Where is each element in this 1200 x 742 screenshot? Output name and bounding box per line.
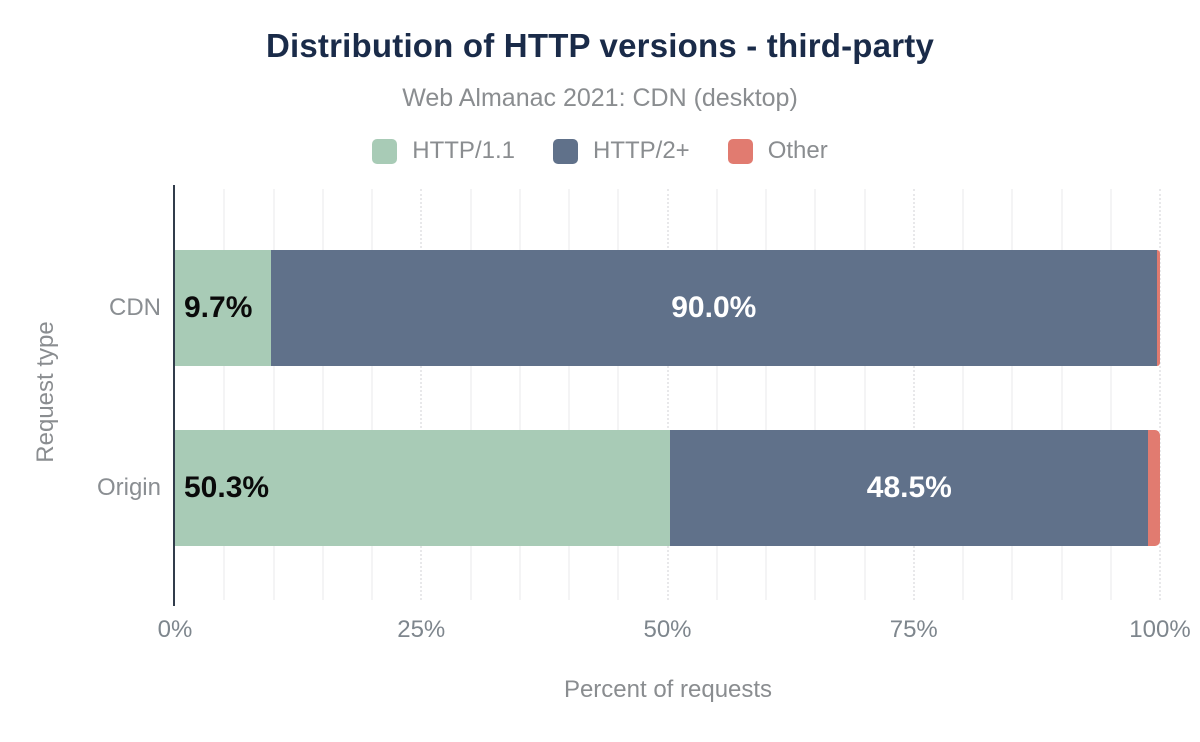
x-tick-label: 100%	[1129, 616, 1191, 643]
legend-label-other: Other	[767, 137, 828, 164]
plot-area: 9.7% 90.0% CDN 50.3% 48.5% Origin 0% 25% 50% 75% 1…	[97, 185, 1191, 643]
gridline	[617, 189, 620, 600]
gridline	[223, 189, 226, 600]
bar-value-label: 9.7%	[184, 291, 253, 324]
gridline	[715, 189, 718, 600]
gridline	[321, 189, 324, 600]
chart-subtitle: Web Almanac 2021: CDN (desktop)	[402, 84, 798, 112]
x-tick-label: 75%	[889, 616, 938, 643]
legend-item-http2plus: HTTP/2+	[552, 137, 690, 165]
gridline	[765, 189, 767, 600]
gridline	[518, 189, 521, 600]
x-tick-label: 0%	[157, 616, 193, 643]
x-tick-label: 25%	[397, 616, 446, 643]
legend-label-http11: HTTP/1.1	[412, 137, 515, 164]
bar-segment-http11: 50.3%	[175, 430, 671, 546]
y-axis-line	[173, 185, 175, 606]
bar-row-cdn: 9.7% 90.0%	[175, 250, 1160, 366]
gridline	[863, 189, 866, 600]
legend-swatch-http2plus-icon	[552, 138, 578, 164]
y-tick-label-cdn: CDN	[109, 294, 161, 321]
bar-segment-http2: 90.0%	[270, 250, 1158, 366]
gridline	[1060, 189, 1063, 600]
legend-item-http11: HTTP/1.1	[372, 137, 515, 165]
bar-segment-other	[1157, 250, 1160, 366]
legend-swatch-http11-icon	[372, 138, 398, 164]
legend-label-http2plus: HTTP/2+	[592, 137, 690, 164]
bar-value-label: 48.5%	[866, 471, 952, 504]
legend-item-other: Other	[727, 137, 828, 165]
y-tick-label-origin: Origin	[96, 474, 161, 501]
gridline	[912, 189, 915, 600]
gridline	[814, 189, 817, 600]
x-axis-title: Percent of requests	[563, 676, 773, 703]
gridline	[962, 189, 964, 600]
chart-title: Distribution of HTTP versions - third-pa…	[265, 27, 935, 64]
gridline	[371, 189, 373, 600]
gridline	[666, 189, 669, 600]
gridline	[568, 189, 570, 600]
legend: HTTP/1.1 HTTP/2+ Other	[0, 137, 1200, 165]
bar-segment-http2: 48.5%	[670, 430, 1149, 546]
gridline	[1159, 189, 1161, 600]
bar-row-origin: 50.3% 48.5%	[175, 430, 1160, 546]
gridline	[272, 189, 275, 600]
bar-segment-other	[1148, 430, 1160, 546]
bar-value-label: 90.0%	[671, 291, 757, 324]
y-axis-title: Request type	[32, 321, 59, 463]
gridline	[469, 189, 472, 600]
bar-segment-http11: 9.7%	[175, 250, 271, 366]
bar-value-label: 50.3%	[184, 471, 270, 504]
gridline	[1109, 189, 1112, 600]
legend-swatch-other-icon	[727, 138, 753, 164]
gridline	[420, 189, 423, 600]
gridline	[1011, 189, 1014, 600]
x-tick-label: 50%	[643, 616, 692, 643]
